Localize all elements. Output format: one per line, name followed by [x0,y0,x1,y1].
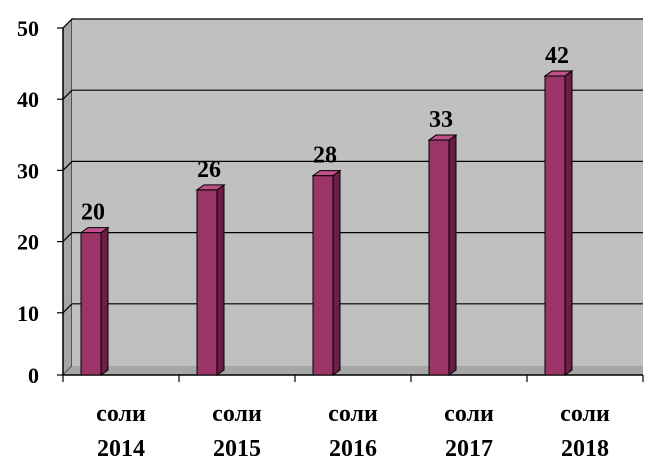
y-tick-label: 40 [17,87,39,112]
bar [544,75,566,376]
bar [80,232,102,376]
gridline-diagonal [62,160,73,171]
y-tick-label: 20 [17,230,39,255]
data-labels: 20 26 28 33 42 [81,43,569,226]
gridline-diagonal [62,232,73,243]
data-label: 28 [313,143,337,169]
x-category-label: 2018 [561,436,609,459]
y-tick-label: 30 [17,158,39,183]
bar-side [564,69,573,376]
bar [196,189,218,376]
gridline-diagonal [62,89,73,100]
x-category-label: соли [444,401,494,427]
bar [312,175,334,376]
bar-top [195,184,226,191]
bar-top [311,170,342,177]
x-category-label: соли [96,401,146,427]
plot-side-wall [62,17,73,377]
gridline-diagonal [62,303,73,314]
bar [428,139,450,376]
y-tick-labels: 0 10 20 30 40 50 [17,16,39,388]
bar-side [100,226,109,376]
x-category-label: соли [328,401,378,427]
bar-side [216,183,225,376]
bar-side [448,134,457,376]
data-label: 42 [545,43,569,69]
data-label: 33 [429,107,453,133]
gridline-diagonal [62,18,73,29]
data-label: 26 [197,157,221,183]
bar-top [79,227,110,234]
bar-side [332,169,341,376]
x-category-label: 2014 [97,436,145,459]
x-category-label: соли [212,401,262,427]
data-label: 20 [81,200,105,226]
y-tick-label: 0 [28,363,39,388]
y-tick-label: 50 [17,16,39,41]
bars [79,69,574,376]
x-category-labels: соли 2014 соли 2015 соли 2016 соли 2017 соли 2018 [96,401,610,459]
bar-top [543,70,574,77]
x-category-label: 2017 [445,436,493,459]
x-category-label: 2015 [213,436,261,459]
x-category-label: соли [560,401,610,427]
x-category-label: 2016 [329,436,377,459]
bar-top [427,134,458,141]
y-tick-label: 10 [17,301,39,326]
